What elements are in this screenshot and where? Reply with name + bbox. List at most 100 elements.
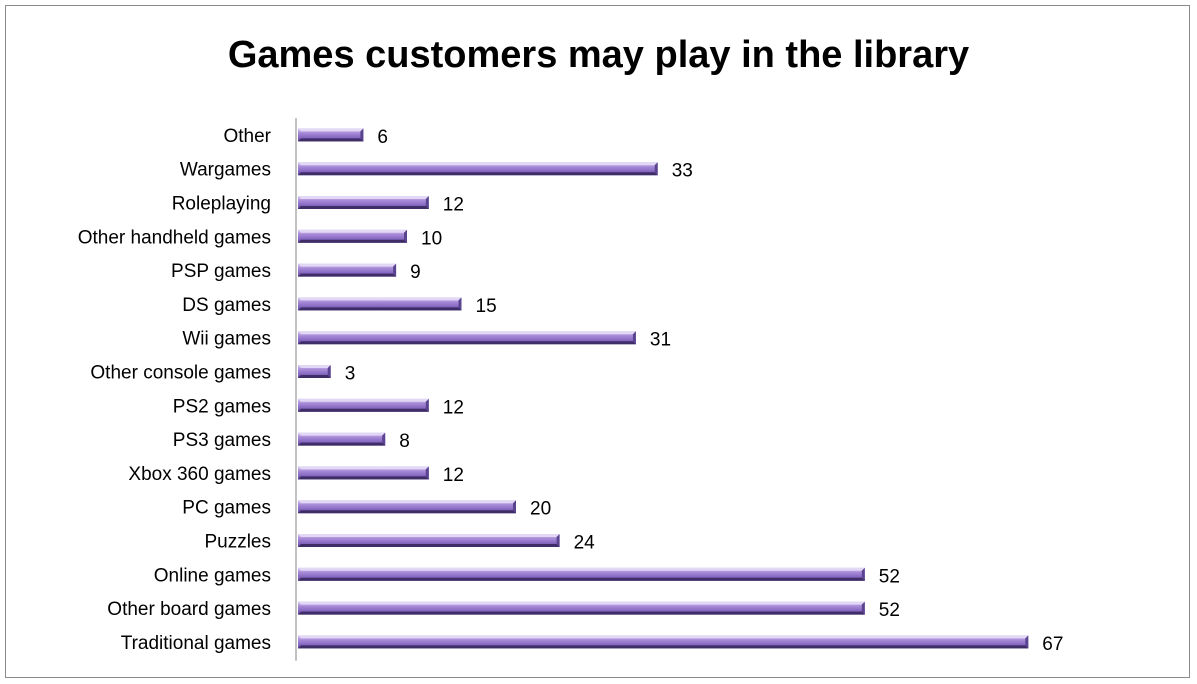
bar [298,128,364,142]
bar-bottom-bevel [298,510,516,514]
bar-top-bevel [298,432,386,436]
bar-bottom-bevel [298,611,865,615]
bar-bottom-bevel [298,206,429,209]
bar-top-bevel [298,128,364,132]
bar-body [298,128,364,142]
category-label: PSP games [171,261,271,282]
bar-end-cap [458,297,462,311]
bar [298,297,462,311]
bar-bottom-bevel [298,577,865,581]
bar-body [298,466,429,480]
bar [298,567,865,581]
bar-top-bevel [298,534,560,537]
bar-top-bevel [298,466,429,470]
bar-bottom-bevel [298,239,407,243]
bar-bottom-bevel [298,172,658,176]
bar [298,432,386,446]
bar-body [298,331,636,345]
bar-end-cap [425,196,429,209]
category-label: Other console games [90,363,271,384]
bar-body [298,196,429,209]
bar-top-bevel [298,229,407,233]
category-label: Online games [154,565,271,586]
category-label: Roleplaying [172,194,271,215]
category-label: Other board games [107,599,271,620]
data-label: 12 [443,465,464,486]
bar [298,229,407,243]
bar-end-cap [632,331,636,345]
bar-end-cap [382,432,386,446]
bar-end-cap [327,365,331,378]
bars-group [298,128,1029,649]
bar-body [298,297,462,311]
data-label: 31 [650,330,671,351]
bar-bottom-bevel [298,307,462,311]
bar-end-cap [393,263,397,277]
bar [298,635,1029,649]
category-label: Xbox 360 games [128,464,271,485]
bar [298,500,516,514]
bar [298,162,658,176]
data-label: 33 [672,161,693,182]
bar-end-cap [861,601,865,615]
category-label: Wii games [182,329,271,350]
bar-top-bevel [298,263,397,267]
category-label: Traditional games [121,633,271,654]
data-label: 52 [879,566,900,587]
bar-top-bevel [298,365,331,368]
bar-top-bevel [298,635,1029,639]
bar-end-cap [425,466,429,480]
bar [298,331,636,345]
data-label: 12 [443,195,464,216]
bar-body [298,229,407,243]
bar-bottom-bevel [298,138,364,142]
bar-body [298,567,865,581]
bar-bottom-bevel [298,476,429,480]
bar-body [298,263,397,277]
bar-end-cap [861,567,865,581]
bar-top-bevel [298,297,462,301]
bar-end-cap [1025,635,1029,649]
bar-top-bevel [298,398,429,402]
data-label: 3 [345,364,356,385]
bar-end-cap [404,229,407,243]
bar-top-bevel [298,500,516,504]
data-label: 67 [1042,634,1063,655]
bar-bottom-bevel [298,408,429,412]
bar-end-cap [654,162,658,176]
bar-body [298,500,516,514]
bar-body [298,162,658,176]
bar [298,534,560,547]
bar-body [298,601,865,615]
data-label: 8 [399,431,410,452]
bar-top-bevel [298,196,429,199]
bar-bottom-bevel [298,645,1029,649]
bar-bottom-bevel [298,544,560,547]
category-label: Other [223,126,271,147]
chart-title: Games customers may play in the library [227,34,970,76]
bar-body [298,398,429,412]
data-label: 52 [879,600,900,621]
bar-body [298,432,386,446]
bar-body [298,635,1029,649]
bar-top-bevel [298,601,865,605]
data-label: 10 [421,228,442,249]
bar-bottom-bevel [298,273,397,277]
bar [298,263,397,277]
data-label: 12 [443,397,464,418]
category-label: Puzzles [204,532,271,553]
data-label: 20 [530,499,551,520]
bar-bottom-bevel [298,375,331,378]
bar [298,196,429,209]
bar-end-cap [425,398,429,412]
category-label: PS2 games [173,396,271,417]
bar [298,365,331,378]
bar-bottom-bevel [298,442,386,446]
data-label: 6 [377,127,388,148]
bar-body [298,534,560,547]
bar-bottom-bevel [298,341,636,345]
bar [298,398,429,412]
category-label: DS games [182,295,271,316]
bar-body [298,365,331,378]
